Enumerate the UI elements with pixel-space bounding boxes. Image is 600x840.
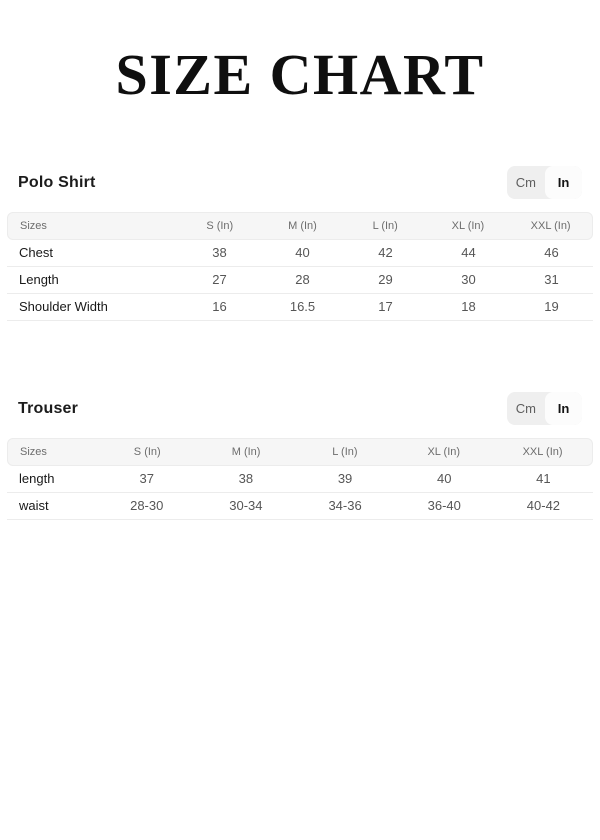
measurement-value: 36-40 bbox=[427, 498, 461, 514]
measurement-value: 38 bbox=[212, 245, 227, 261]
measurement-value: 44 bbox=[461, 245, 476, 261]
cm-toggle-button[interactable]: Cm bbox=[515, 401, 536, 417]
measurement-value: 16 bbox=[212, 299, 227, 315]
in-toggle-button[interactable]: In bbox=[545, 392, 582, 426]
measurement-value: 16.5 bbox=[289, 299, 316, 315]
measurement-value: 38 bbox=[238, 471, 254, 487]
measurement-value: 30 bbox=[461, 272, 476, 288]
measurement-value: 46 bbox=[544, 245, 559, 261]
measurement-value: 31 bbox=[544, 272, 559, 288]
measurement-value: 28-30 bbox=[130, 498, 164, 514]
row-label: Shoulder Width bbox=[19, 299, 108, 315]
in-toggle-button[interactable]: In bbox=[545, 166, 582, 200]
measurement-value: 34-36 bbox=[328, 498, 362, 514]
measurement-value: 28 bbox=[295, 272, 310, 288]
section-trouser: Trouser Cm In Sizes S (In) M (In) L (In) XL … bbox=[0, 391, 600, 520]
cm-toggle-button[interactable]: Cm bbox=[515, 175, 536, 191]
size-chart-page: SIZE CHART Polo Shirt Cm In Sizes S (In) M… bbox=[0, 42, 600, 840]
table-header-row: Sizes S (In) M (In) L (In) XL (In) XXL (In) bbox=[7, 437, 593, 466]
column-header: S (In) bbox=[206, 219, 234, 232]
row-label: waist bbox=[19, 498, 49, 514]
measurement-value: 30-34 bbox=[229, 498, 263, 514]
measurement-value: 41 bbox=[536, 471, 551, 487]
column-header: XXL (In) bbox=[522, 445, 563, 458]
row-label: length bbox=[19, 471, 55, 487]
table-row: length 37 38 39 40 41 bbox=[7, 466, 593, 493]
table-header-row: Sizes S (In) M (In) L (In) XL (In) XXL (In) bbox=[7, 211, 593, 240]
column-header: L (In) bbox=[332, 445, 358, 458]
trouser-heading: Trouser bbox=[18, 399, 79, 417]
trouser-size-table: Sizes S (In) M (In) L (In) XL (In) XXL (In) le… bbox=[7, 437, 593, 520]
column-header: Sizes bbox=[20, 219, 47, 232]
page-title: SIZE CHART bbox=[115, 42, 485, 107]
section-polo-shirt: Polo Shirt Cm In Sizes S (In) M (In) L (In)… bbox=[0, 165, 600, 321]
measurement-value: 37 bbox=[139, 471, 154, 487]
polo-shirt-heading: Polo Shirt bbox=[18, 173, 96, 191]
table-row: Shoulder Width 16 16.5 17 18 19 bbox=[7, 294, 593, 321]
column-header: XL (In) bbox=[427, 445, 461, 458]
measurement-value: 18 bbox=[461, 299, 476, 315]
measurement-value: 17 bbox=[378, 299, 393, 315]
column-header: L (In) bbox=[372, 219, 398, 232]
measurement-value: 39 bbox=[337, 471, 353, 487]
measurement-value: 27 bbox=[212, 272, 227, 288]
polo-shirt-size-table: Sizes S (In) M (In) L (In) XL (In) XXL (In) Ch… bbox=[7, 211, 593, 321]
table-row: waist 28-30 30-34 34-36 36-40 40-42 bbox=[7, 493, 593, 520]
column-header: S (In) bbox=[133, 445, 161, 458]
column-header: XXL (In) bbox=[530, 219, 571, 232]
column-header: M (In) bbox=[231, 445, 261, 458]
table-row: Length 27 28 29 30 31 bbox=[7, 267, 593, 294]
section-header: Polo Shirt Cm In bbox=[0, 165, 600, 201]
measurement-value: 40 bbox=[295, 245, 310, 261]
section-header: Trouser Cm In bbox=[0, 391, 600, 427]
row-label: Length bbox=[19, 272, 59, 288]
measurement-value: 19 bbox=[544, 299, 559, 315]
measurement-value: 40 bbox=[437, 471, 452, 487]
column-header: M (In) bbox=[288, 219, 317, 232]
measurement-value: 42 bbox=[378, 245, 393, 261]
unit-toggle-trouser: Cm In bbox=[506, 392, 582, 426]
column-header: Sizes bbox=[20, 445, 47, 458]
unit-toggle-polo: Cm In bbox=[506, 166, 582, 200]
measurement-value: 29 bbox=[378, 272, 393, 288]
column-header: XL (In) bbox=[451, 219, 485, 232]
measurement-value: 40-42 bbox=[526, 498, 561, 514]
row-label: Chest bbox=[19, 245, 53, 261]
table-row: Chest 38 40 42 44 46 bbox=[7, 240, 593, 267]
